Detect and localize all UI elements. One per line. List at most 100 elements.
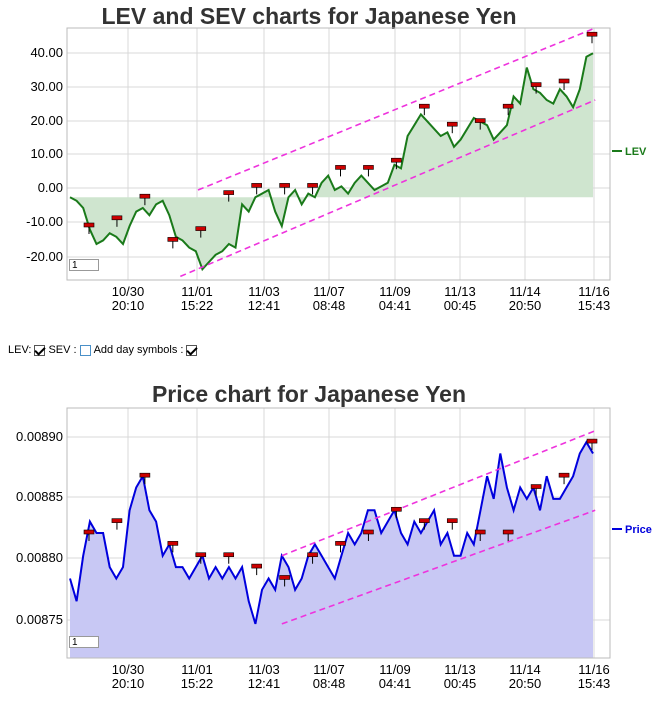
lev-y-tick-label: -20.00 [26,249,63,264]
lev-chart-plot [69,27,598,278]
lev-x-tick-time: 20:50 [509,298,542,313]
day-symbols-checkbox[interactable] [186,344,198,356]
price-day-marker [195,552,207,558]
price-x-tick-time: 20:10 [112,676,145,691]
price-x-tick-time: 00:45 [444,676,477,691]
price-day-marker [502,529,514,535]
lev-chart-title: LEV and SEV charts for Japanese Yen [101,3,516,29]
lev-day-marker [391,157,402,163]
lev-day-marker [223,190,235,195]
price-day-marker [558,472,570,478]
lev-y-tick-label: 20.00 [30,113,63,128]
price-channel-lower [281,509,596,625]
lev-x-tick-date: 11/09 [379,284,411,299]
price-y-tick-label: 0.00875 [16,612,63,627]
price-series-line [69,440,594,625]
lev-x-tick-date: 11/01 [181,284,213,299]
lev-day-marker [111,215,123,221]
price-x-tick-date: 11/07 [313,662,345,677]
price-channel-upper [281,429,596,557]
lev-x-tick-date: 11/03 [248,284,280,299]
lev-day-marker [502,103,514,109]
lev-x-tick-time: 15:22 [181,298,214,313]
price-x-tick-date: 11/03 [248,662,280,677]
lev-x-tick-date: 11/13 [444,284,476,299]
lev-day-marker [251,183,262,188]
price-day-marker [279,575,290,580]
lev-day-marker [530,82,542,87]
lev-x-tick-date: 11/07 [313,284,345,299]
price-x-tick-date: 11/01 [181,662,213,677]
price-day-marker [446,518,458,523]
price-x-tick-date: 11/13 [444,662,476,677]
price-day-marker [474,529,486,535]
price-y-tick-label: 0.00880 [16,550,63,565]
price-x-tick-date: 11/16 [578,662,610,677]
lev-day-marker [195,226,207,231]
lev-series-line [69,52,594,272]
price-day-marker [391,506,402,512]
price-chart-title: Price chart for Japanese Yen [152,381,466,407]
lev-toggle-label: LEV: [8,344,32,356]
lev-day-marker [446,121,458,127]
lev-day-marker [363,165,374,170]
lev-day-marker [307,183,318,188]
lev-day-marker [335,165,346,170]
price-day-marker [251,563,262,569]
lev-day-marker [139,193,151,199]
price-x-tick-time: 04:41 [379,676,412,691]
price-x-tick-time: 08:48 [313,676,346,691]
price-day-marker [363,529,374,535]
price-x-tick-date: 10/30 [112,662,145,677]
price-day-marker [111,518,123,523]
lev-day-marker [279,183,290,188]
price-chart-frame [66,407,611,659]
price-y-tick-label: 0.00885 [16,489,63,504]
price-x-tick-time: 12:41 [248,676,281,691]
price-x-tick-time: 20:50 [509,676,542,691]
lev-legend-label: LEV [625,146,647,158]
lev-day-marker [419,103,430,109]
lev-x-tick-time: 08:48 [313,298,346,313]
price-series-area [70,442,593,658]
lev-x-tick-time: 15:43 [578,298,611,313]
lev-channel-upper [197,27,596,191]
price-x-tick-time: 15:43 [578,676,611,691]
lev-series-area [70,53,593,270]
price-day-marker [167,541,179,546]
lev-y-tick-label: 30.00 [30,79,63,94]
price-day-marker [223,552,235,558]
price-day-marker [139,472,151,478]
lev-x-tick-date: 11/16 [578,284,610,299]
price-day-marker [335,541,346,546]
price-x-tick-time: 15:22 [181,676,214,691]
lev-channel-lower [180,99,596,278]
lev-x-tick-date: 10/30 [112,284,145,299]
price-chart-plot [69,429,598,658]
lev-x-tick-time: 04:41 [379,298,412,313]
lev-chart-frame [66,27,611,281]
lev-day-marker [83,222,95,228]
price-day-marker [307,552,318,558]
sev-toggle-label: SEV : [48,344,77,356]
price-chart-page-input[interactable]: 1 [69,636,99,648]
lev-y-tick-label: 40.00 [30,45,63,60]
lev-checkbox[interactable] [34,344,46,356]
day-symbols-label: Add day symbols : [93,344,184,356]
price-chart-y-ticks: 0.00875 0.00880 0.00885 0.00890 [16,429,63,627]
price-x-tick-date: 11/09 [379,662,411,677]
lev-x-tick-time: 00:45 [444,298,477,313]
price-day-marker [419,518,430,523]
lev-y-tick-label: 0.00 [38,180,63,195]
lev-x-tick-date: 11/14 [509,284,541,299]
chart-controls: LEV: SEV : Add day symbols : [8,344,198,356]
price-x-tick-date: 11/14 [509,662,541,677]
lev-y-tick-label: -10.00 [26,214,63,229]
lev-x-tick-time: 12:41 [248,298,281,313]
sev-checkbox[interactable] [79,344,91,356]
lev-chart-page-input[interactable]: 1 [69,259,99,271]
lev-y-tick-label: 10.00 [30,146,63,161]
